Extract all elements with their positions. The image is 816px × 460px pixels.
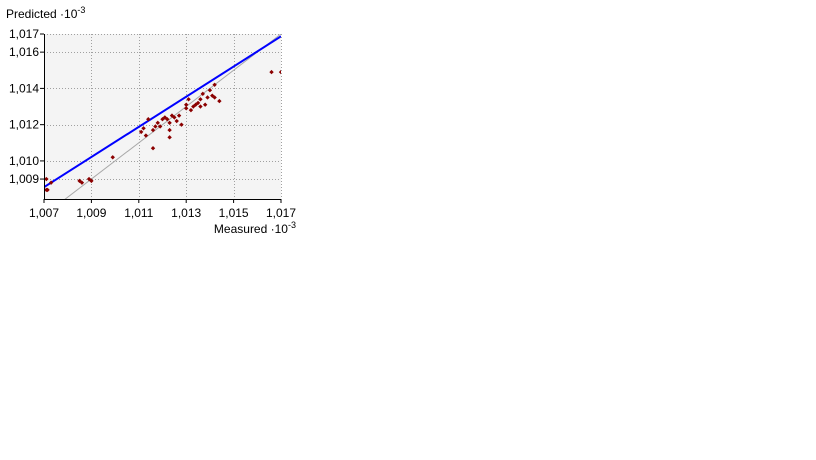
x-tick-label: 1,013 [171, 206, 201, 220]
data-point [212, 82, 217, 87]
data-points [44, 69, 281, 193]
data-point [44, 176, 49, 182]
data-point [179, 122, 184, 127]
data-point [184, 106, 189, 111]
data-point [176, 113, 182, 118]
data-point [269, 69, 274, 75]
x-tick-label: 1,015 [219, 206, 249, 220]
data-point [188, 107, 194, 113]
y-tick-label: 1,012 [9, 118, 39, 132]
data-point [150, 146, 156, 151]
y-tick-label: 1,014 [9, 81, 39, 95]
y-tick-labels: 1,009 1,010 1,012 1,014 1,016 1,017 [9, 27, 39, 186]
data-point [186, 97, 191, 102]
data-point [150, 127, 156, 133]
data-point [138, 129, 144, 135]
data-point [146, 117, 151, 122]
y-tick-label: 1,016 [9, 45, 39, 59]
data-point [207, 88, 213, 93]
y-axis-label: Predicted ·10-3 [6, 5, 85, 21]
data-point [198, 104, 203, 109]
data-point [155, 120, 160, 126]
data-point [141, 126, 146, 131]
data-point [167, 135, 172, 140]
x-axis-label: Measured ·10-3 [214, 220, 296, 236]
data-point [217, 98, 222, 104]
data-point [195, 100, 201, 106]
identity-line [64, 34, 281, 199]
axes [40, 33, 282, 203]
data-point [79, 180, 85, 185]
y-tick-label: 1,017 [9, 27, 39, 41]
x-tick-label: 1,009 [76, 206, 106, 220]
data-point [165, 117, 170, 122]
data-point [48, 180, 54, 185]
data-point [167, 120, 172, 126]
data-point [193, 102, 198, 107]
x-tick-labels: 1,007 1,009 1,011 1,013 1,015 1,017 [29, 206, 296, 220]
data-point [77, 178, 82, 184]
x-tick-label: 1,011 [124, 206, 153, 220]
regression-line [44, 35, 281, 189]
x-tick-label: 1,007 [29, 206, 59, 220]
data-point [160, 117, 165, 122]
data-point [143, 133, 149, 138]
y-tick-label: 1,009 [9, 172, 39, 186]
chart-lines [44, 34, 281, 199]
x-tick-label: 1,017 [266, 206, 296, 220]
data-point [202, 102, 208, 107]
data-point [167, 127, 172, 133]
data-point [153, 124, 158, 129]
data-point [45, 187, 50, 193]
data-point [200, 91, 205, 97]
data-point [278, 69, 281, 75]
data-point [198, 97, 203, 102]
data-point [110, 155, 115, 160]
data-point [174, 118, 179, 124]
data-point [89, 178, 94, 184]
data-point [205, 95, 210, 100]
data-point [172, 115, 177, 120]
y-tick-label: 1,010 [9, 154, 39, 168]
data-point [157, 124, 163, 129]
data-point [184, 102, 189, 107]
data-point [212, 95, 217, 100]
data-point [191, 104, 196, 109]
